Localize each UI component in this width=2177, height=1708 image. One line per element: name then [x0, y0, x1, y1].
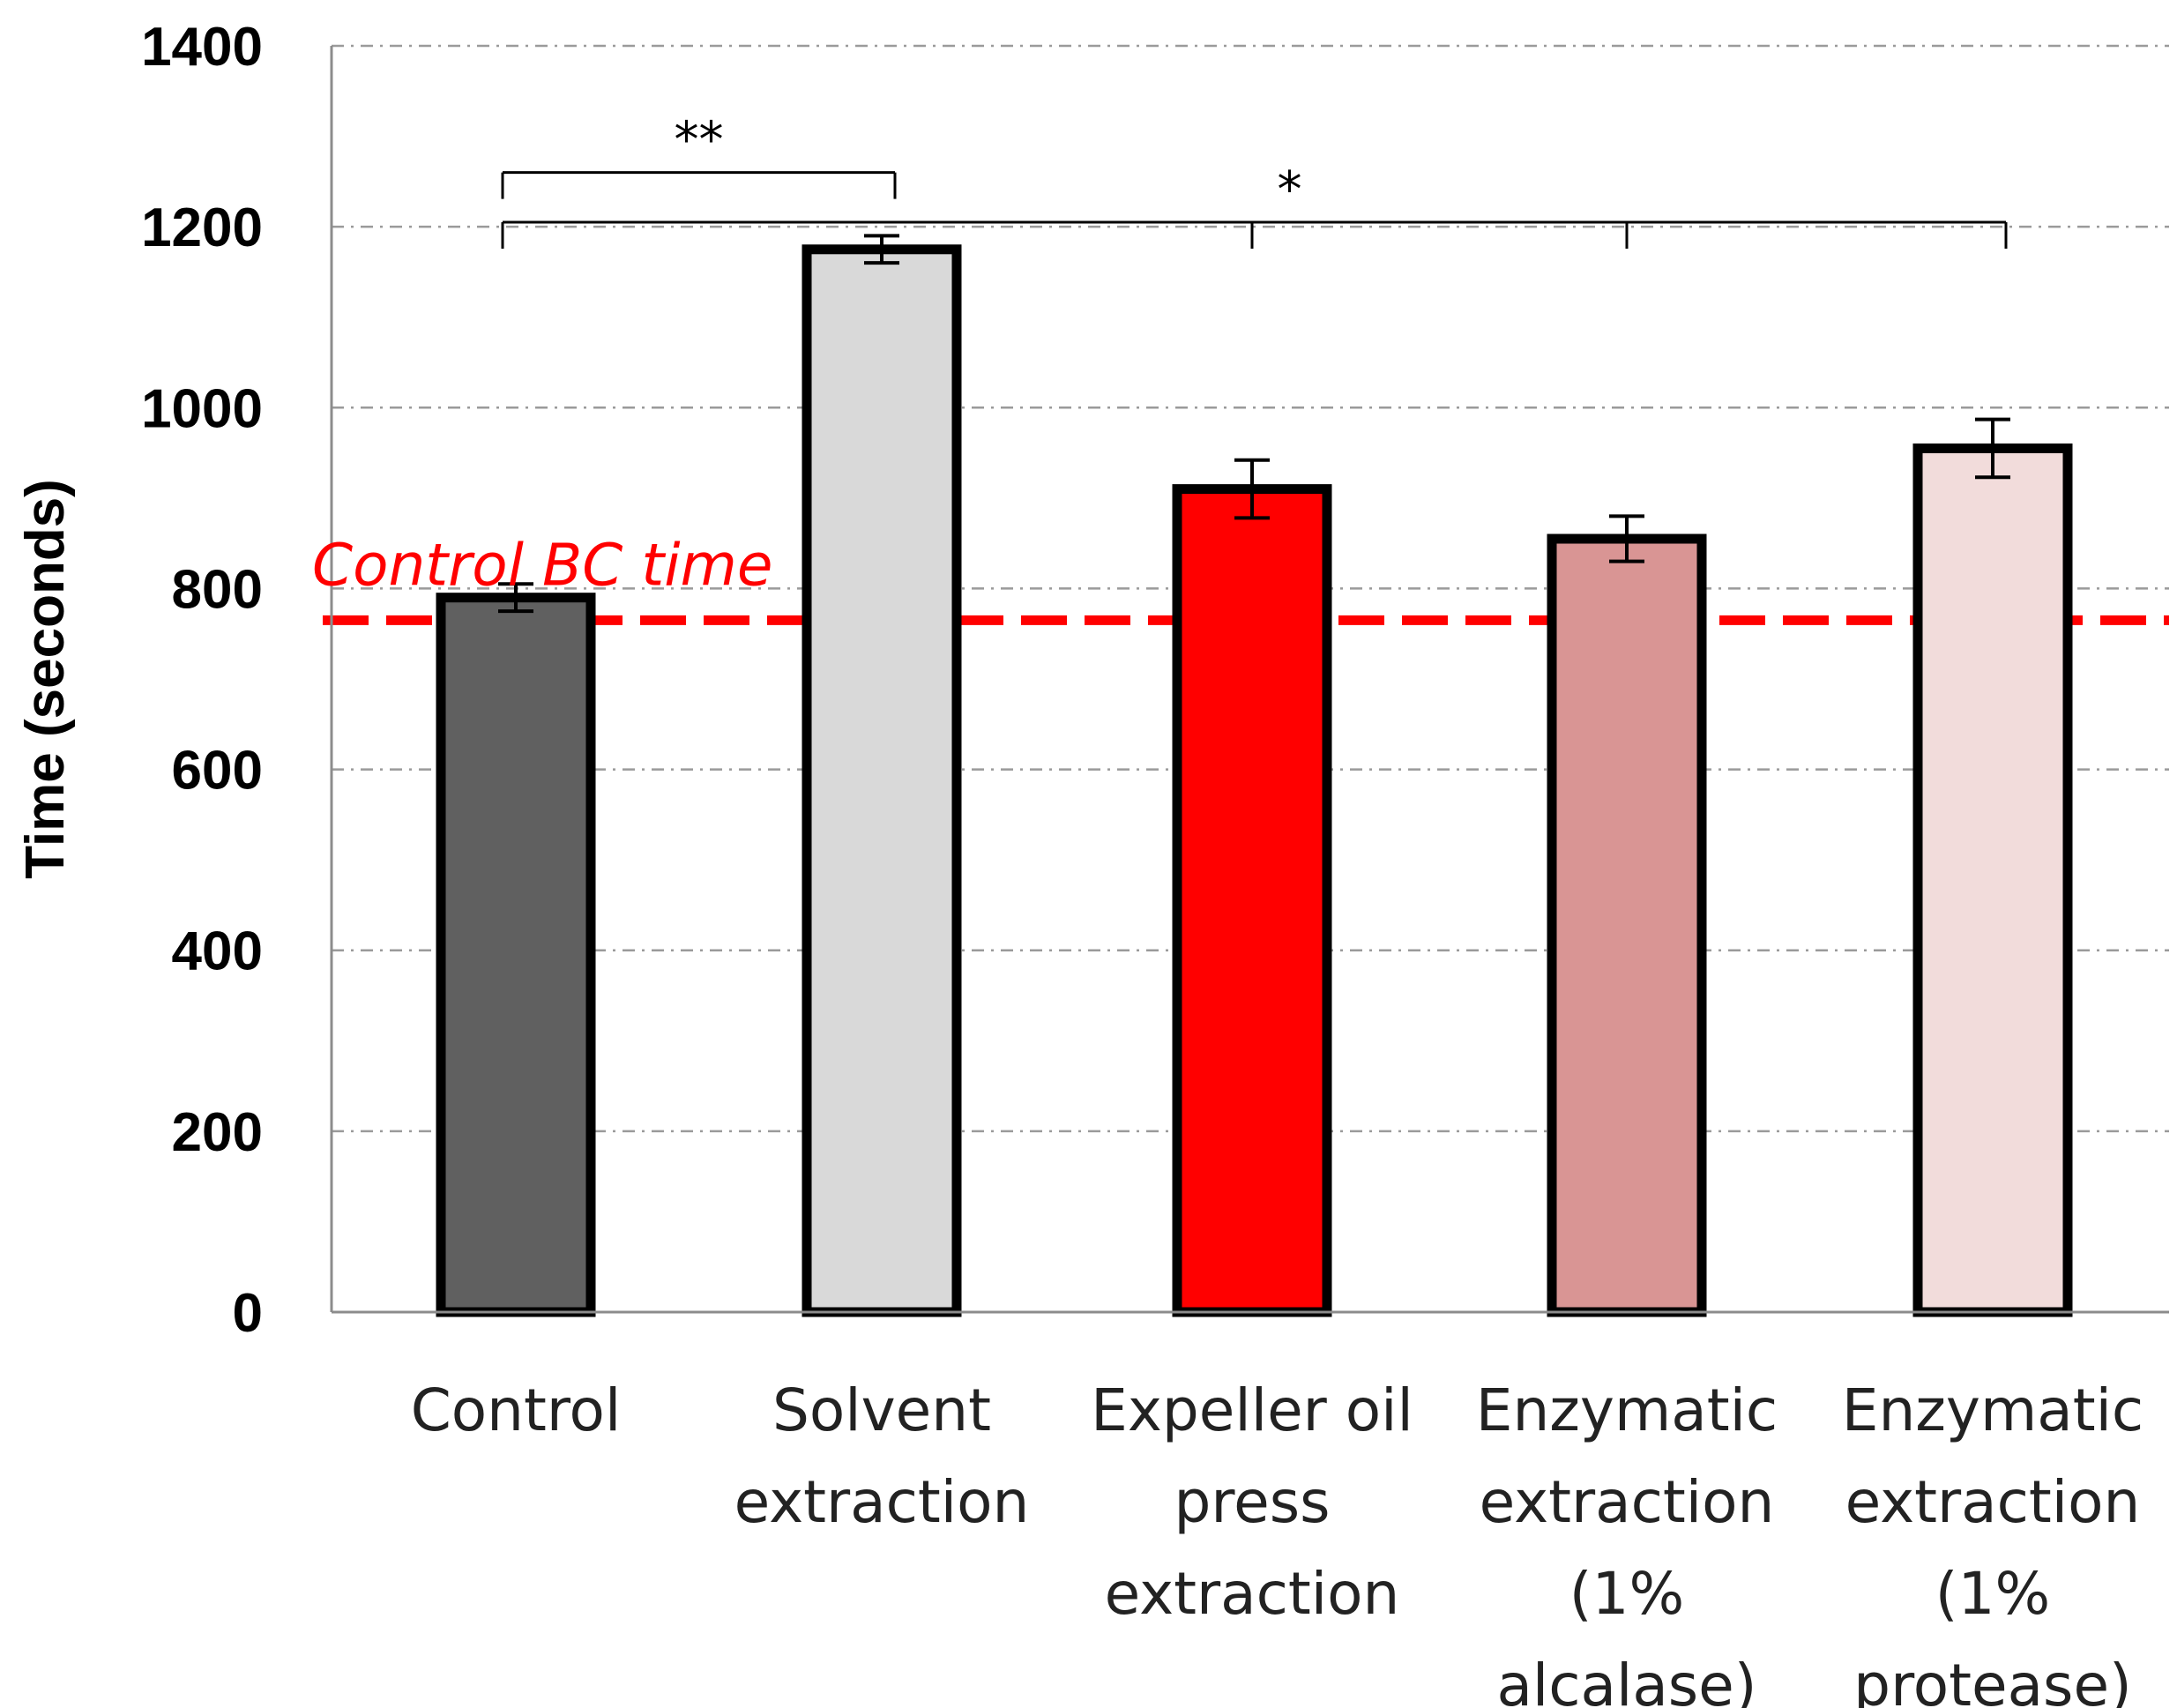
x-category-label: press — [1174, 1468, 1331, 1536]
x-category-label: Enzymatic — [1476, 1376, 1778, 1444]
y-tick-label: 800 — [172, 559, 263, 620]
x-category-label: extraction — [1845, 1468, 2141, 1536]
y-tick-label: 400 — [172, 921, 263, 982]
x-category-label: Control — [411, 1376, 622, 1444]
significance-label: ** — [675, 112, 724, 169]
x-category-label: Enzymatic — [1842, 1376, 2143, 1444]
bar — [801, 244, 962, 1317]
bar — [1912, 443, 2073, 1317]
bar — [436, 593, 596, 1317]
y-axis-title: Time (seconds) — [15, 479, 76, 879]
axes — [330, 46, 2169, 1314]
bar — [1172, 484, 1332, 1317]
bar — [1547, 533, 1707, 1317]
y-tick-label: 1000 — [141, 378, 263, 439]
y-tick-label: 1200 — [141, 198, 263, 258]
y-tick-label: 0 — [233, 1283, 263, 1344]
x-category-label: protease) — [1853, 1652, 2132, 1708]
reference-line-label: Control BC time — [312, 531, 772, 599]
x-category-label: Solvent — [772, 1376, 991, 1444]
significance-label: * — [1278, 161, 1302, 219]
y-tick-label: 200 — [172, 1102, 263, 1163]
x-category-label: (1% — [1935, 1560, 2050, 1628]
significance-brackets — [501, 171, 2008, 250]
y-tick-label: 600 — [172, 741, 263, 802]
x-category-label: extraction — [1480, 1468, 1775, 1536]
x-category-label: extraction — [1105, 1560, 1400, 1628]
x-category-label: extraction — [734, 1468, 1030, 1536]
y-tick-label: 1400 — [141, 17, 263, 78]
x-category-label: (1% — [1569, 1560, 1684, 1628]
bars — [436, 234, 2073, 1317]
x-category-label: Expeller oil — [1091, 1376, 1413, 1444]
x-category-label: alcalase) — [1496, 1652, 1756, 1708]
labels: 0 200 400 600 800 1000 1200 1400 Control Solvent e… — [141, 17, 2143, 1708]
